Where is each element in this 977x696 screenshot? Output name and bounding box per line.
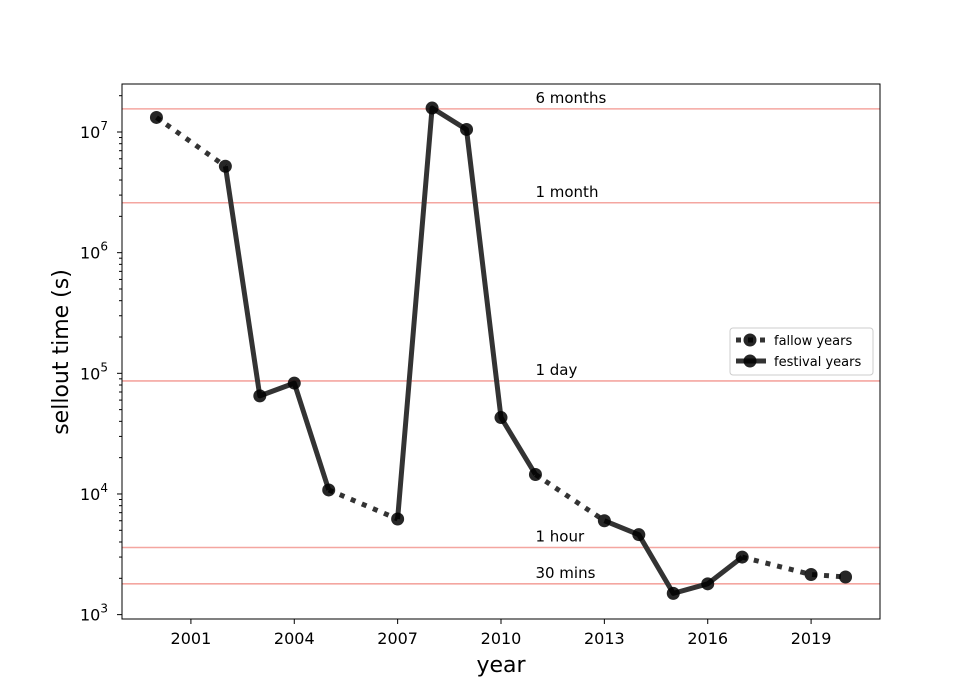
y-tick-label: 103 [80, 602, 108, 625]
x-tick-label: 2001 [171, 629, 212, 648]
data-point [632, 528, 646, 542]
x-tick-label: 2004 [274, 629, 315, 648]
y-tick-exponent: 7 [100, 119, 108, 133]
reference-lines [122, 108, 880, 585]
data-point [218, 159, 232, 173]
festival-series-line [222, 165, 332, 491]
data-point [701, 577, 715, 591]
reference-label: 30 mins [535, 564, 595, 582]
data-point [597, 514, 611, 528]
data-point [425, 101, 439, 115]
legend-marker [743, 354, 757, 368]
y-tick-mantissa: 10 [80, 244, 100, 263]
legend-marker [743, 333, 757, 347]
festival-series-line [603, 518, 744, 596]
x-axis-ticks: 2001 2004 2007 2010 2013 2016 2019 [171, 619, 832, 648]
y-tick-exponent: 6 [100, 240, 108, 254]
legend-label: fallow years [774, 334, 852, 349]
y-tick-exponent: 3 [100, 602, 108, 616]
x-tick-label: 2016 [687, 629, 728, 648]
fallow-series-line [741, 554, 846, 580]
data-point [839, 570, 853, 584]
y-tick-mantissa: 10 [80, 606, 100, 625]
reference-labels: 6 months 1 month 1 day 1 hour 30 mins [535, 89, 606, 582]
festival-series-line [395, 105, 538, 520]
reference-label: 1 day [535, 361, 577, 379]
data-point [666, 586, 680, 600]
data-point [149, 110, 163, 124]
reference-label: 1 month [535, 183, 598, 201]
data-markers [149, 101, 853, 600]
y-tick-exponent: 4 [100, 481, 108, 495]
y-tick-label: 106 [80, 240, 108, 263]
data-point [460, 122, 474, 136]
legend: fallow years festival years [729, 327, 874, 376]
y-tick-label: 107 [80, 119, 108, 142]
reference-label: 6 months [535, 89, 606, 107]
y-tick-mantissa: 10 [80, 123, 100, 142]
data-point [528, 468, 542, 482]
fallow-series-line [327, 487, 399, 522]
x-tick-label: 2019 [791, 629, 832, 648]
x-tick-label: 2013 [584, 629, 625, 648]
data-point [804, 568, 818, 582]
y-tick-exponent: 5 [100, 360, 108, 374]
fallow-series-line [155, 115, 227, 169]
legend-label: festival years [774, 355, 861, 370]
data-point [494, 411, 508, 425]
data-point [322, 483, 336, 497]
x-tick-label: 2007 [377, 629, 418, 648]
data-point [253, 389, 267, 403]
data-point [287, 376, 301, 390]
x-tick-label: 2010 [481, 629, 522, 648]
data-point [391, 512, 405, 526]
fallow-series-line [534, 472, 606, 523]
y-axis-label: sellout time (s) [49, 269, 74, 435]
legend-items: fallow years festival years [736, 333, 861, 370]
y-tick-mantissa: 10 [80, 485, 100, 504]
y-tick-label: 105 [80, 360, 108, 383]
y-tick-label: 104 [80, 481, 108, 504]
reference-label: 1 hour [535, 528, 585, 546]
data-point [735, 550, 749, 564]
y-tick-mantissa: 10 [80, 364, 100, 383]
x-axis-label: year [476, 653, 526, 678]
